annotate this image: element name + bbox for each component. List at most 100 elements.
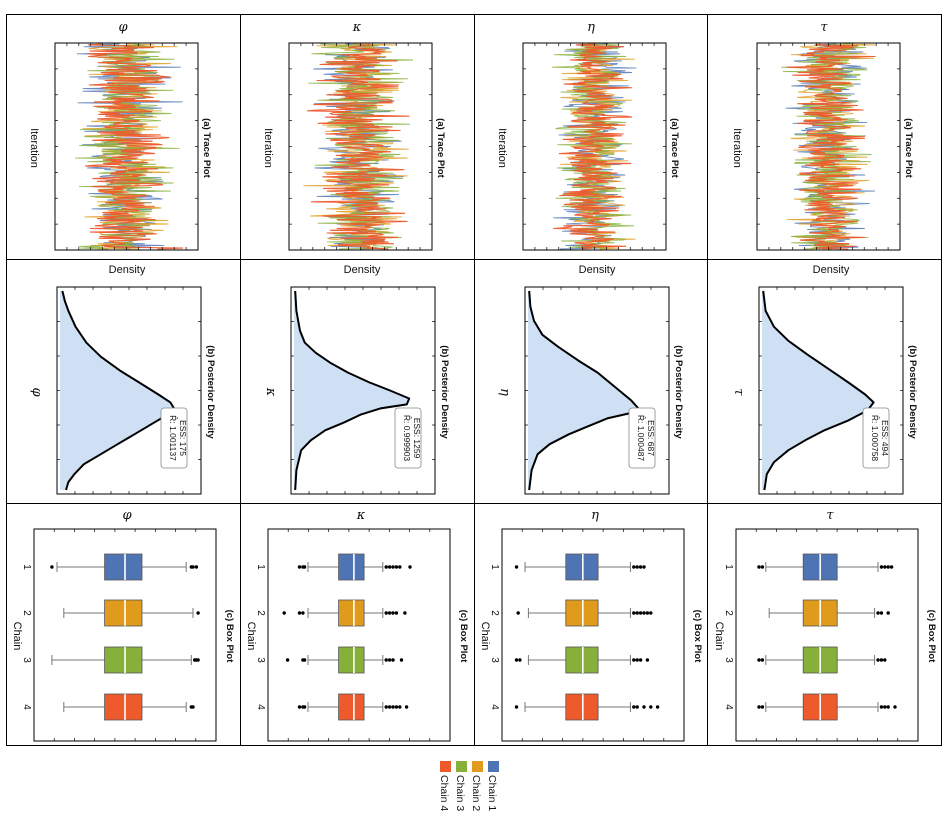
box-outlier — [879, 658, 884, 662]
legend-swatch — [488, 761, 499, 772]
box-outlier — [655, 705, 660, 709]
box-outlier — [196, 611, 200, 615]
box-outlier — [404, 705, 409, 709]
box-outlier — [394, 565, 399, 569]
legend-label: Chain 4 — [438, 775, 450, 811]
trace-panel-label-tau: (a) Trace Plot — [903, 118, 914, 178]
box-outlier — [387, 705, 392, 709]
box-outlier — [302, 565, 307, 569]
box-chain-2: 2 — [723, 599, 890, 627]
box-outlier — [635, 565, 639, 569]
box-outlier — [879, 565, 884, 569]
box-category-label: 4 — [255, 704, 266, 710]
density-plot-phi: R̂: 1.001137 ESS: 175 — [56, 286, 202, 495]
trace-title-eta: η — [587, 20, 595, 35]
box-iqr — [338, 693, 365, 721]
row-trace: φ κ η τ Iteration Iteration Iteration It… — [28, 20, 914, 251]
trace-series-chain-4 — [307, 43, 410, 250]
box-plot-phi: 1 2 3 4 — [21, 528, 217, 742]
box-outlier — [297, 705, 302, 709]
trace-xlabel-tau: Iteration — [731, 128, 743, 168]
box-outlier — [642, 705, 646, 709]
density-ylabel-eta: Density — [579, 264, 616, 276]
density-xlabel-tau: τ — [731, 388, 746, 396]
box-outlier — [399, 658, 404, 662]
legend-label: Chain 3 — [454, 775, 466, 811]
box-outlier — [301, 611, 305, 615]
box-category-label: 3 — [21, 657, 32, 663]
box-outlier — [514, 565, 519, 569]
density-panel-label-kappa: (b) Posterior Density — [439, 345, 450, 439]
box-outlier — [387, 611, 392, 615]
box-chain-3: 3 — [723, 646, 887, 674]
box-outlier — [638, 611, 643, 615]
box-outlier — [514, 658, 519, 662]
box-category-label: 4 — [723, 704, 734, 710]
box-iqr — [104, 693, 143, 721]
box-outlier — [645, 658, 650, 662]
box-iqr — [338, 599, 365, 627]
box-outlier — [384, 658, 388, 662]
density-stats-box — [862, 407, 890, 469]
box-outlier — [391, 611, 395, 615]
legend-item-chain-2: Chain 2 — [470, 761, 483, 811]
box-outlier — [387, 658, 392, 662]
row-density: Density Density Density Density φ κ η τ … — [29, 264, 918, 495]
box-outlier — [387, 565, 392, 569]
box-xlabel-phi: Chain — [11, 622, 23, 651]
legend-swatch — [456, 761, 467, 772]
box-chain-1: 1 — [255, 553, 412, 581]
density-curve — [528, 290, 640, 491]
box-panel-label-eta: (c) Box Plot — [692, 610, 703, 664]
box-outlier — [642, 565, 646, 569]
box-outlier — [394, 611, 399, 615]
density-ess: ESS: 175 — [178, 420, 188, 456]
box-outlier — [760, 705, 765, 709]
density-area — [762, 291, 874, 490]
box-outlier — [757, 658, 761, 662]
box-outlier — [876, 611, 880, 615]
trace-series-chain-4 — [787, 43, 876, 250]
box-outlier — [384, 565, 388, 569]
box-outlier — [760, 658, 765, 662]
density-ess: ESS: 687 — [646, 420, 656, 456]
box-outlier — [645, 611, 650, 615]
box-outlier — [883, 705, 887, 709]
box-outlier — [191, 565, 195, 569]
box-iqr — [565, 553, 599, 581]
trace-title-tau: τ — [820, 20, 828, 35]
box-category-label: 4 — [21, 704, 32, 710]
box-outlier — [297, 565, 302, 569]
density-area — [60, 291, 174, 490]
box-outlier — [632, 611, 636, 615]
box-chain-1: 1 — [21, 553, 199, 581]
box-chain-3: 3 — [21, 646, 200, 674]
trace-plot-tau — [756, 42, 901, 251]
legend-label: Chain 2 — [470, 775, 482, 811]
box-outlier — [518, 658, 522, 662]
density-plot-area: R̂: 1.001137 ESS: 175 R̂: 0.999903 ESS: 125… — [56, 286, 904, 495]
box-category-label: 3 — [489, 657, 500, 663]
box-chain-4: 4 — [489, 693, 660, 721]
trace-panel-label-eta: (a) Trace Plot — [669, 118, 680, 178]
box-outlier — [649, 705, 653, 709]
box-category-label: 2 — [21, 610, 32, 616]
box-panel-label-phi: (c) Box Plot — [224, 610, 235, 664]
trace-xlabel-phi: Iteration — [28, 128, 40, 168]
box-outlier — [632, 705, 636, 709]
box-outlier — [514, 705, 519, 709]
trace-title-kappa: κ — [352, 20, 362, 35]
box-plot-tau: 1 2 3 4 — [723, 528, 919, 742]
trace-xlabel-kappa: Iteration — [262, 128, 274, 168]
box-outlier — [50, 565, 54, 569]
box-panel-label-tau: (c) Box Plot — [926, 610, 937, 664]
box-plot-kappa: 1 2 3 4 — [255, 528, 451, 742]
box-chain-4: 4 — [255, 693, 409, 721]
box-outlier — [285, 658, 290, 662]
box-xlabel-tau: Chain — [713, 622, 725, 651]
box-outlier — [879, 611, 884, 615]
box-plot-area: 1 2 3 4 1 2 3 4 1 2 3 4 1 2 3 4 — [21, 528, 919, 742]
density-rhat: R̂: 0.999903 — [402, 415, 412, 462]
box-category-label: 2 — [255, 610, 266, 616]
box-outlier — [302, 658, 307, 662]
